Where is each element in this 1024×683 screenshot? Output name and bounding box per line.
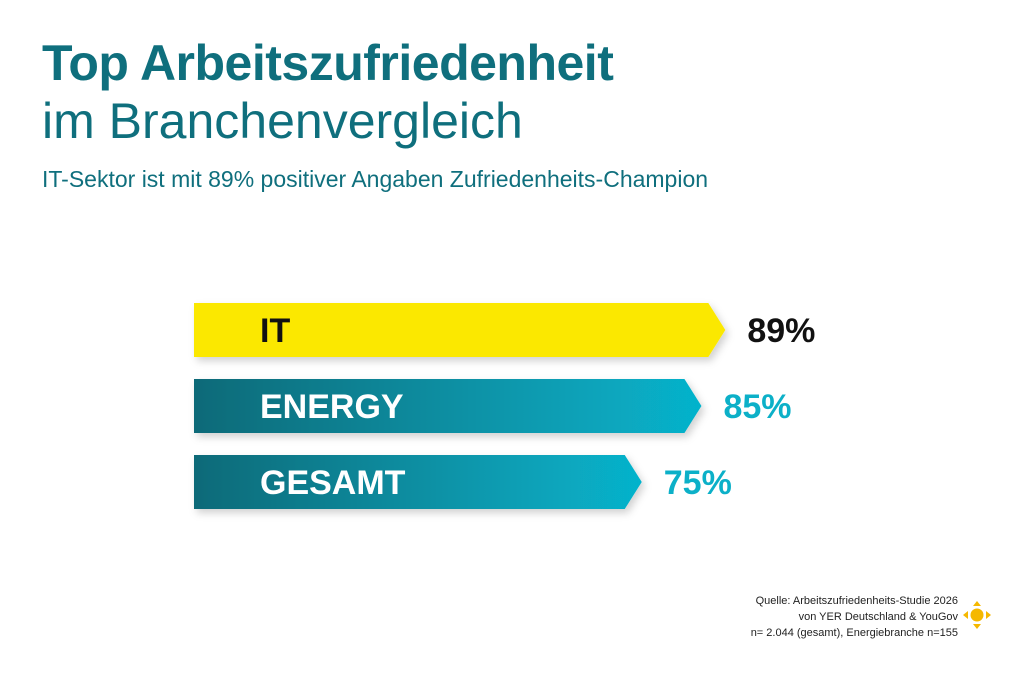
value-label: 85% [723, 388, 791, 426]
source-line: n= 2.044 (gesamt), Energiebranche n=155 [750, 627, 958, 639]
page-title: Top Arbeitszufriedenheit [42, 35, 614, 91]
bar-it [194, 303, 726, 357]
bar-energy [194, 379, 702, 433]
value-label: 89% [747, 312, 815, 350]
bar-gesamt [194, 455, 642, 509]
category-label: GESAMT [260, 464, 406, 502]
category-label: ENERGY [260, 388, 404, 426]
page-title-secondary: im Branchenvergleich [42, 93, 523, 149]
source-line: von YER Deutschland & YouGov [798, 611, 958, 623]
source-line: Quelle: Arbeitszufriedenheits-Studie 202… [755, 595, 958, 607]
bar-chart: IT 89% ENERGY 85% GESAMT 75% [194, 303, 815, 509]
page-subtitle: IT-Sektor ist mit 89% positiver Angaben … [42, 166, 709, 192]
category-label: IT [260, 312, 290, 350]
yer-logo-icon [963, 601, 991, 629]
source-note: Quelle: Arbeitszufriedenheits-Studie 202… [751, 593, 958, 641]
value-label: 75% [664, 464, 732, 502]
